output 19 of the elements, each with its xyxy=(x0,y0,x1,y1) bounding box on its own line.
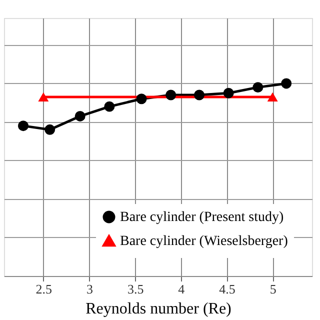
x-tick-label: 3 xyxy=(86,282,93,296)
point xyxy=(18,120,28,132)
point xyxy=(281,78,292,89)
point xyxy=(194,90,204,100)
point xyxy=(104,101,115,112)
point xyxy=(223,88,234,98)
x-tick-label: 3.5 xyxy=(127,282,144,296)
point xyxy=(74,110,86,122)
x-tick-label: 5 xyxy=(270,282,276,296)
x-tick-label: 4.5 xyxy=(219,282,236,296)
x-tick-label: 2.5 xyxy=(36,282,52,296)
x-axis-title: Reynolds number (Re) xyxy=(86,300,232,318)
x-tick-label: 4 xyxy=(178,282,186,296)
point xyxy=(136,94,147,104)
point xyxy=(166,90,176,100)
point xyxy=(252,82,264,93)
point xyxy=(44,124,56,135)
legend-label: Bare cylinder (Present study) xyxy=(120,210,284,225)
legend-label: Bare cylinder (Wieselsberger) xyxy=(120,234,288,249)
